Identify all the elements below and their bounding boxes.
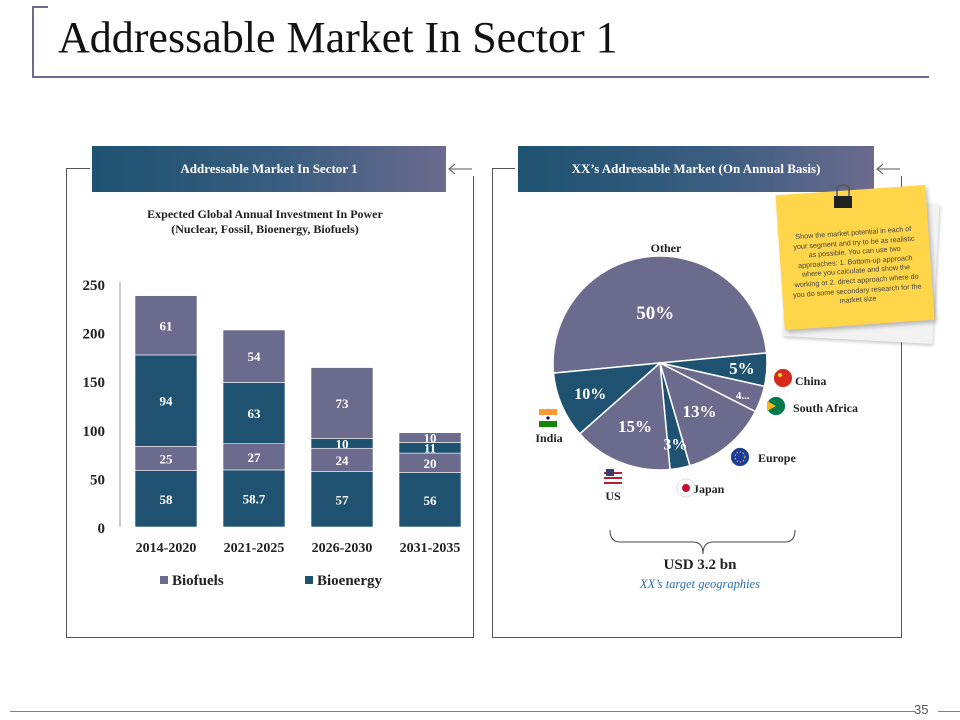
bar-segment <box>134 354 198 447</box>
pie-percent-label: 13% <box>683 402 717 421</box>
pie-slice <box>552 362 663 435</box>
sticky-note-text: Show the market potential in each of you… <box>792 224 922 306</box>
flag-stripe <box>604 477 622 479</box>
y-tick-label: 50 <box>90 472 105 488</box>
bar-segment <box>222 329 286 383</box>
bar-value-label: 61 <box>160 318 173 333</box>
legend-swatch-bioenergy <box>305 576 313 584</box>
page-number: 35 <box>914 702 929 717</box>
pie-percent-label: 3% <box>663 437 687 454</box>
chart-subtitle-line1: Expected Global Annual Investment In Pow… <box>147 207 383 221</box>
pie-percent-label: 4... <box>736 390 750 402</box>
pie-slice <box>578 361 671 471</box>
legend-label: Bioenergy <box>317 573 382 589</box>
stacked-bar-chart: 0 50 100 150 200 250 58 25 94 61 2014-2020 58.7 27 63… <box>83 278 462 589</box>
title-bracket-gap <box>48 4 938 10</box>
flag-stripe <box>604 482 622 484</box>
bar-segment <box>310 471 374 528</box>
flag-band <box>539 409 557 415</box>
right-panel-arrow-icon <box>876 163 900 175</box>
chart-subtitle: Expected Global Annual Investment In Pow… <box>100 207 430 237</box>
x-tick-label: 2014-2020 <box>136 541 197 556</box>
footer-line <box>10 711 915 712</box>
flag-stars <box>734 451 746 463</box>
flag-canton <box>606 469 614 476</box>
china-flag-icon <box>773 368 793 388</box>
bar-segment <box>222 382 286 444</box>
total-value: USD 3.2 bn <box>663 557 737 573</box>
bar-segment <box>398 472 462 528</box>
bar-value-label: 11 <box>424 440 436 455</box>
flag-star <box>778 373 782 377</box>
bar-value-label: 58 <box>160 492 174 507</box>
bar-segment <box>398 432 462 443</box>
pie-country-label: Europe <box>758 451 796 465</box>
bar-value-label: 54 <box>248 349 262 364</box>
bar-value-label: 27 <box>248 450 262 465</box>
pie-country-label: India <box>535 431 562 445</box>
bar-segment <box>134 470 198 528</box>
pie-country-label: Other <box>651 241 682 255</box>
pie-slice <box>552 255 768 374</box>
us-flag-icon <box>603 467 623 487</box>
bar-value-label: 63 <box>248 406 262 421</box>
left-panel-arrow-icon <box>448 163 472 175</box>
chart-subtitle-line2: (Nuclear, Fossil, Bioenergy, Biofuels) <box>171 222 359 236</box>
legend-label: Biofuels <box>172 573 224 589</box>
page-title: Addressable Market In Sector 1 <box>58 13 618 62</box>
footer-line-right <box>938 711 960 712</box>
flag-field <box>774 369 792 387</box>
total-caption: XX’s target geographies <box>639 577 761 591</box>
x-tick-label: 2021-2025 <box>224 541 285 556</box>
bar-segment <box>134 295 198 356</box>
bar-value-label: 57 <box>336 492 350 507</box>
bar-value-label: 94 <box>160 394 174 409</box>
total-bracket <box>609 529 796 555</box>
left-panel-header: Addressable Market In Sector 1 <box>92 146 446 192</box>
bar-value-label: 10 <box>424 431 437 446</box>
y-tick-label: 200 <box>83 327 106 343</box>
bar-value-label: 20 <box>424 456 437 471</box>
pie-country-label: South Africa <box>793 401 858 415</box>
right-panel-header: XX’s Addressable Market (On Annual Basis… <box>518 146 874 192</box>
pie-percent-label: 15% <box>618 417 652 436</box>
pie-percent-label: 5% <box>729 359 755 378</box>
pie-chart: 50% 5% 4... 13% 3% 15% 10% Other China South Afri… <box>535 241 858 503</box>
y-tick-label: 150 <box>83 375 106 391</box>
bar-value-label: 73 <box>336 396 350 411</box>
legend-swatch-biofuels <box>160 576 168 584</box>
flag-chevron <box>767 401 776 411</box>
europe-flag-icon <box>730 447 750 467</box>
bar-value-label: 25 <box>160 451 174 466</box>
flag-field <box>731 448 749 466</box>
bar-value-label: 10 <box>336 436 349 451</box>
bar-segment <box>310 367 374 439</box>
y-tick-label: 250 <box>83 278 106 294</box>
bar-segment <box>222 443 286 471</box>
x-tick-label: 2031-2035 <box>400 541 461 556</box>
pie-percent-label: 10% <box>574 386 606 403</box>
south-africa-flag-icon <box>766 396 786 416</box>
pie-country-label: Japan <box>693 482 725 496</box>
binder-clip-icon <box>834 184 852 208</box>
bar-value-label: 56 <box>424 493 438 508</box>
flag-wheel <box>546 416 550 420</box>
flag-sun <box>682 484 690 492</box>
pie-percent-label: 50% <box>636 303 674 324</box>
pie-country-label: China <box>795 374 826 388</box>
pie-slice <box>658 361 757 467</box>
bar-segment <box>222 469 286 528</box>
x-tick-label: 2026-2030 <box>312 541 373 556</box>
y-tick-label: 100 <box>83 424 106 440</box>
bar-value-label: 24 <box>336 453 350 468</box>
bar-value-label: 58.7 <box>243 491 266 506</box>
flag-band <box>539 421 557 427</box>
japan-flag-icon <box>676 478 696 498</box>
india-flag-icon <box>538 408 558 428</box>
pie-country-label: US <box>605 489 621 503</box>
y-tick-label: 0 <box>98 521 106 537</box>
